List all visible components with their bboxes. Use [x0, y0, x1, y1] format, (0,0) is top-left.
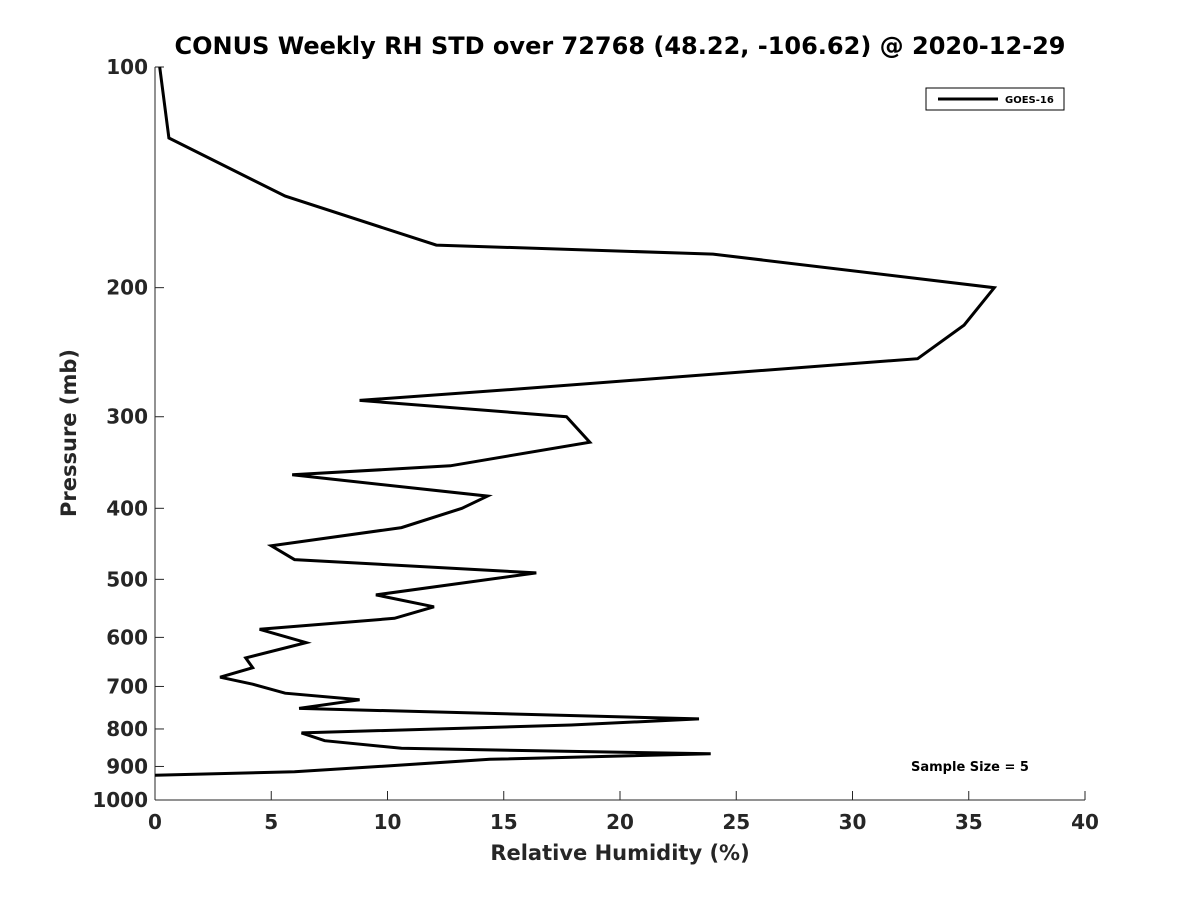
y-tick-label: 200: [106, 276, 148, 300]
x-tick-label: 20: [606, 810, 634, 834]
y-tick-label: 500: [106, 567, 148, 591]
x-tick-label: 35: [955, 810, 983, 834]
x-tick-label: 5: [264, 810, 278, 834]
legend-label: GOES-16: [1005, 95, 1054, 106]
y-tick-label: 1000: [92, 788, 148, 812]
y-tick-label: 600: [106, 625, 148, 649]
series-line-goes-16: [154, 66, 998, 777]
x-tick-label: 30: [839, 810, 867, 834]
y-tick-label: 400: [106, 496, 148, 520]
axis-ticks: 0 5 10 15 20 25 30 35 40 100 200 300 400 500 600 700 800…: [92, 55, 1099, 834]
x-tick-label: 15: [490, 810, 518, 834]
x-tick-label: 10: [374, 810, 402, 834]
x-tick-label: 0: [148, 810, 162, 834]
sample-size-annotation: Sample Size = 5: [911, 760, 1029, 775]
x-tick-label: 25: [722, 810, 750, 834]
legend: GOES-16: [925, 87, 1065, 111]
y-axis-label: Pressure (mb): [57, 349, 81, 517]
y-tick-label: 900: [106, 754, 148, 778]
y-tick-label: 700: [106, 674, 148, 698]
y-tick-label: 800: [106, 717, 148, 741]
plot-area: [154, 67, 1085, 801]
chart-title: CONUS Weekly RH STD over 72768 (48.22, -…: [174, 32, 1065, 60]
x-axis-label: Relative Humidity (%): [490, 841, 749, 865]
y-tick-label: 300: [106, 405, 148, 429]
x-tick-label: 40: [1071, 810, 1099, 834]
y-tick-label: 100: [106, 55, 148, 79]
